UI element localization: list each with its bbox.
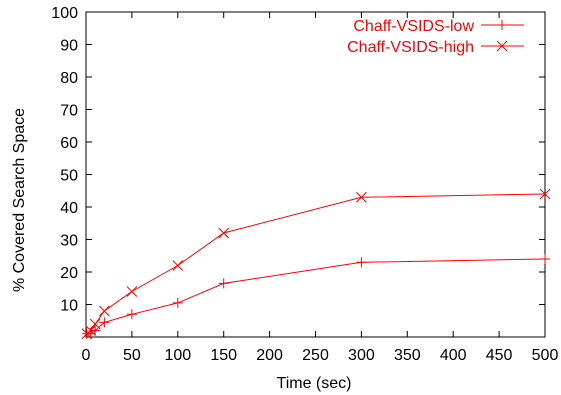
x-tick-label: 150 xyxy=(210,347,237,364)
y-tick-label: 50 xyxy=(60,168,78,185)
legend-entry: Chaff-VSIDS-high xyxy=(347,39,524,56)
series-line xyxy=(86,258,546,335)
x-tick-label: 300 xyxy=(348,347,375,364)
legend: Chaff-VSIDS-low Chaff-VSIDS-high xyxy=(347,18,524,56)
legend-label: Chaff-VSIDS-high xyxy=(347,39,474,56)
series-low xyxy=(81,254,550,339)
data-point xyxy=(89,318,101,330)
legend-entry: Chaff-VSIDS-low xyxy=(353,18,524,35)
x-tick-label: 350 xyxy=(394,347,421,364)
series-line xyxy=(86,193,546,335)
y-tick-label: 60 xyxy=(60,135,78,152)
data-point xyxy=(540,254,550,264)
x-tick-label: 400 xyxy=(440,347,467,364)
data-point xyxy=(90,325,101,336)
series-high xyxy=(81,188,551,340)
x-tick-label: 50 xyxy=(123,347,141,364)
y-tick-label: 30 xyxy=(60,233,78,250)
data-point xyxy=(99,305,110,317)
axis-ticks: 0 50 100 150 200 250 300 350 400 450 500 10 20 30 40 50… xyxy=(51,5,558,364)
x-axis-title: Time (sec) xyxy=(277,375,352,392)
y-axis-title: % Covered Search Space xyxy=(11,108,28,292)
y-tick-label: 70 xyxy=(60,103,78,120)
legend-label: Chaff-VSIDS-low xyxy=(353,18,474,35)
data-point xyxy=(85,325,96,336)
y-tick-label: 80 xyxy=(60,70,78,87)
x-tick-label: 100 xyxy=(164,347,191,364)
plot-border xyxy=(85,11,546,338)
data-point xyxy=(218,278,229,289)
data-point xyxy=(172,297,183,308)
y-tick-label: 90 xyxy=(60,38,78,55)
x-tick-label: 0 xyxy=(82,347,91,364)
data-point xyxy=(356,257,367,268)
x-tick-label: 250 xyxy=(302,347,329,364)
data-point xyxy=(218,227,230,239)
legend-marker xyxy=(497,20,507,30)
y-tick-label: 10 xyxy=(60,298,78,315)
data-point xyxy=(126,309,137,320)
legend-marker xyxy=(496,40,508,52)
data-point xyxy=(99,317,110,328)
y-tick-label: 100 xyxy=(51,5,78,22)
x-tick-label: 200 xyxy=(256,347,283,364)
data-point xyxy=(172,260,184,271)
data-point xyxy=(356,191,367,203)
y-tick-label: 40 xyxy=(60,200,78,217)
plot-frame xyxy=(85,11,546,338)
y-tick-label: 20 xyxy=(60,265,78,282)
x-tick-label: 450 xyxy=(486,347,513,364)
data-point xyxy=(539,188,551,200)
data-point xyxy=(126,286,138,297)
series-layer xyxy=(81,188,551,340)
x-tick-label: 500 xyxy=(532,347,559,364)
